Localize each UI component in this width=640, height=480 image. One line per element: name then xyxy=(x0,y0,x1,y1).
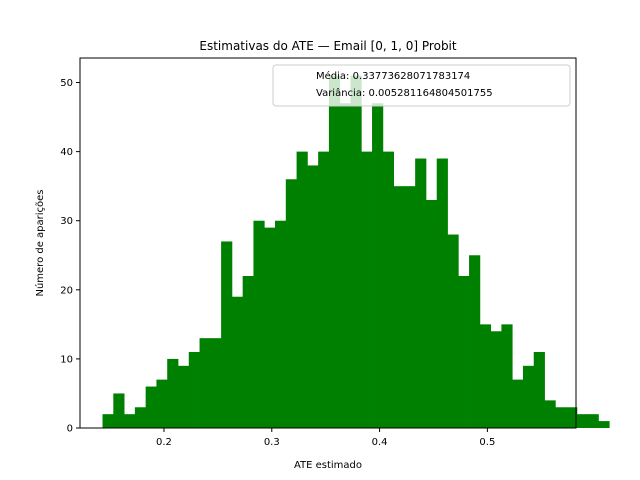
histogram-bar xyxy=(242,275,254,428)
chart-title: Estimativas do ATE — Email [0, 1, 0] Pro… xyxy=(199,39,457,53)
histogram-bar xyxy=(598,421,610,428)
plot-frame xyxy=(79,57,577,429)
y-tick-label: 40 xyxy=(60,147,73,158)
histogram-bar xyxy=(221,241,233,428)
histogram-bar xyxy=(328,75,341,429)
x-tick-label: 0.4 xyxy=(372,437,388,448)
histogram-bar xyxy=(490,331,502,428)
y-axis-label: Número de aparições xyxy=(34,189,46,296)
histogram-bar xyxy=(372,103,384,428)
histogram-bar xyxy=(167,358,179,428)
histogram-bar xyxy=(533,352,545,428)
histogram-bar xyxy=(145,386,157,428)
histogram-bar xyxy=(361,151,373,428)
histogram-bar xyxy=(339,103,351,428)
bars-group xyxy=(102,75,610,429)
histogram-bar xyxy=(393,186,405,428)
histogram-bar xyxy=(469,255,481,428)
histogram-bar xyxy=(134,407,147,428)
histogram-bar xyxy=(253,220,265,428)
histogram-bar xyxy=(177,365,190,428)
histogram-bar xyxy=(296,151,308,428)
histogram-bar xyxy=(124,414,136,428)
legend-mean: Média: 0.33773628071783174 xyxy=(316,70,470,82)
legend-variance: Variância: 0.005281164804501755 xyxy=(316,87,493,99)
histogram-bar xyxy=(576,414,589,428)
histogram-bar xyxy=(307,165,319,428)
histogram-bar xyxy=(501,324,513,428)
x-axis-label: ATE estimado xyxy=(294,460,362,471)
histogram-bar xyxy=(275,220,287,428)
histogram-bar xyxy=(210,338,222,428)
histogram-bar xyxy=(425,199,438,428)
histogram-bar xyxy=(102,414,114,428)
x-tick-label: 0.3 xyxy=(264,437,280,448)
histogram-bar xyxy=(522,365,535,428)
histogram-bar xyxy=(479,324,492,428)
legend: Média: 0.33773628071783174 Variância: 0.… xyxy=(272,64,571,107)
histogram-bar xyxy=(436,158,448,428)
y-tick-label: 30 xyxy=(60,216,73,227)
y-tick-label: 50 xyxy=(60,78,73,89)
histogram-bar xyxy=(231,296,244,428)
histogram-bar xyxy=(350,75,362,429)
histogram-bar xyxy=(156,379,168,428)
histogram-bar xyxy=(555,407,567,428)
histogram-bar xyxy=(587,414,599,428)
y-tick-label: 20 xyxy=(60,285,73,296)
histogram-bar xyxy=(264,227,276,428)
histogram-bar xyxy=(458,275,470,428)
legend-box xyxy=(272,64,571,107)
histogram-bar xyxy=(415,158,427,428)
histogram-bar xyxy=(447,234,459,428)
histogram-bar xyxy=(544,400,556,428)
x-tick-label: 0.5 xyxy=(479,437,495,448)
histogram-bar xyxy=(188,352,200,428)
y-axis-ticks: 0 10 20 30 40 50 xyxy=(60,78,80,435)
histogram-bar xyxy=(404,186,416,428)
histogram-bar xyxy=(382,151,394,428)
histogram-bar xyxy=(512,379,524,428)
histogram-bar xyxy=(199,338,211,428)
y-tick-label: 10 xyxy=(60,354,73,365)
histogram-bar xyxy=(566,407,578,428)
histogram-bar xyxy=(113,393,125,428)
x-axis-ticks: 0.2 0.3 0.4 0.5 xyxy=(156,428,495,448)
histogram-bar xyxy=(318,151,330,428)
histogram-bar xyxy=(285,179,297,428)
y-tick-label: 0 xyxy=(67,424,73,435)
x-tick-label: 0.2 xyxy=(156,437,172,448)
